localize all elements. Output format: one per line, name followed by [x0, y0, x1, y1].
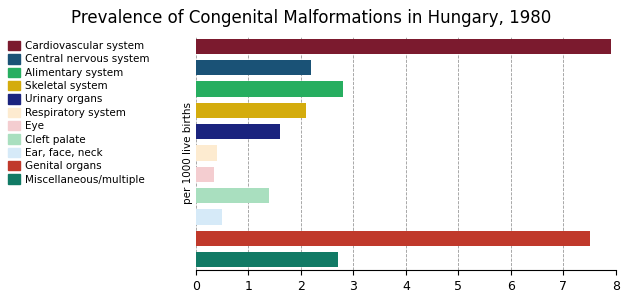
- Bar: [196, 167, 215, 182]
- Bar: [196, 252, 338, 267]
- Text: Prevalence of Congenital Malformations in Hungary, 1980: Prevalence of Congenital Malformations i…: [71, 9, 551, 27]
- Bar: [196, 39, 611, 54]
- Bar: [196, 188, 269, 203]
- Bar: [196, 60, 312, 75]
- Bar: [196, 230, 590, 246]
- Bar: [196, 209, 222, 225]
- Bar: [196, 103, 306, 118]
- Legend: Cardiovascular system, Central nervous system, Alimentary system, Skeletal syste: Cardiovascular system, Central nervous s…: [8, 41, 149, 185]
- Y-axis label: per 1000 live births: per 1000 live births: [183, 102, 193, 204]
- Bar: [196, 145, 217, 161]
- Bar: [196, 124, 280, 139]
- Bar: [196, 81, 343, 97]
